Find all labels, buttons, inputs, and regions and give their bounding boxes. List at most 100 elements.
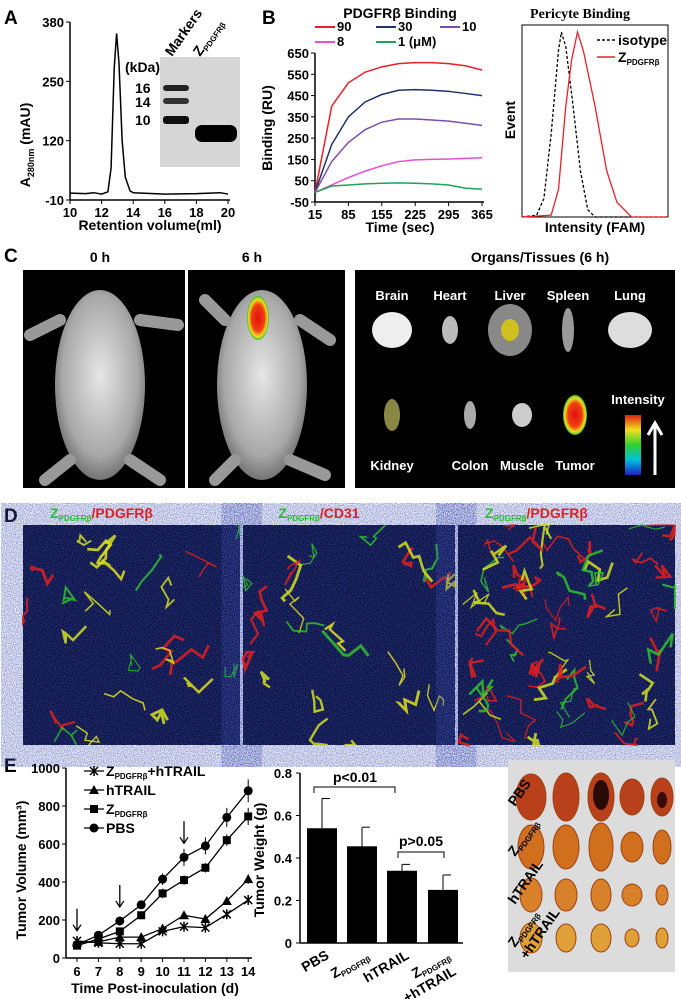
legend-label: 10 [462,19,476,34]
vessel-stain [308,717,329,747]
vessel-stain [127,652,141,672]
vessel-stain [324,621,347,652]
vessel-stain [499,618,538,635]
vessel-stain [631,552,659,565]
tumor-specimen [552,772,580,822]
mouse-limbs [24,314,184,486]
vessel-stain [53,726,78,746]
x-tick-label: 13 [220,964,234,979]
x-tick-label: 16 [158,205,172,220]
x-axis-label: Retention volume(ml) [78,217,221,233]
nuclei-texture [243,525,455,745]
tumor-specimen [620,831,644,863]
organ-label: Spleen [547,288,590,303]
vessel-stain [285,621,325,633]
legend-label-isotype: isotype [618,32,667,48]
gel-marker-10: 10 [135,112,151,128]
vessel-stain [661,583,677,610]
vessel-stain [49,710,76,732]
legend-label: hTRAIL [106,782,156,798]
x-tick-label: 8 [116,964,123,979]
y-tick-label: 380 [42,15,64,30]
mouse-body [55,290,145,480]
chromatogram-chart: Retention volume(ml) A280nm (mAU) 10 12 14… [17,15,235,233]
legend-marker [90,805,98,813]
organ-heart [442,316,458,344]
data-point-triangle [221,896,232,905]
vessel-stain [504,524,517,531]
x-axis-label: Time Post-inoculation (d) [71,980,239,996]
data-point-circle [93,930,103,940]
vessel-stain [475,686,490,713]
organ-colon [464,401,476,429]
y-tick-label: -10 [45,193,64,208]
vessel-stain [556,711,586,729]
vessel-stain [641,524,676,537]
legend-label-z: ZPDGFRβ [618,49,660,67]
x-tick-label: 295 [438,207,460,222]
data-point-triangle [157,923,168,933]
stain-title-1: ZPDGFRβ/CD31 [278,505,359,523]
tumor-volume-chart: Time Post-inoculation (d) Tumor Volume (… [13,761,256,996]
y-axis-label: Event [502,101,518,139]
vessel-stain [528,524,551,535]
x-tick-label: 18 [189,205,203,220]
gel-image [160,57,240,167]
sds-gel: Markers ZPDGFRβ (kDa) 16 14 10 [125,5,240,167]
vessel-stain [526,732,542,748]
vessel-stain [528,660,547,688]
data-point-square [222,836,231,845]
vessel-stain [61,625,88,644]
vessel-stain [321,629,370,657]
vessel-stain [475,616,525,657]
y-tick-label: 0 [285,936,292,951]
vessel-stain [87,538,113,564]
necrotic-area [657,792,667,808]
x-tick-label: 14 [241,964,256,979]
vessel-stain [506,695,537,740]
organ-lung [608,312,652,348]
chart-title: Pericyte Binding [530,7,630,22]
organ-tumor [563,395,587,435]
y-tick-label: 650 [287,46,309,61]
tumor-specimen [519,922,543,954]
organ-spleen [562,308,574,352]
organ-label: Tumor [555,458,594,473]
vessel-stain [89,534,117,569]
data-point-triangle [243,874,254,884]
data-point-square [201,863,210,872]
data-point-square [244,812,253,821]
x-tick-label: 20 [221,205,235,220]
series-line-4 [314,182,483,194]
vessel-stain [582,559,614,583]
tumor-specimen [652,829,672,865]
bar-2 [387,870,417,943]
data-point-triangle [179,910,189,920]
significance-bracket [397,851,445,858]
data-point-circle [115,916,125,926]
y-tick-label: 550 [287,67,309,82]
vessel-stain [295,543,318,566]
marker-band-14 [163,98,189,104]
data-point-star [179,921,189,932]
tumor-specimen [621,883,643,907]
pericyte-binding-chart: Pericyte Binding Intensity (FAM) Event i… [502,7,669,235]
vessel-stain [134,553,163,592]
vessel-stain [544,595,570,622]
tumor-weight-chart: Tumor Weight (g) 0.80.60.40.20PBSZPDGFRβ… [251,766,463,999]
panel-label-c: C [4,246,18,267]
tumor-specimen [552,824,580,870]
vessel-stain [242,575,253,592]
organ-kidney [384,399,400,431]
in-vivo-imaging: 0 h 6 h Organs/Tissues (6 h) Brain Heart L… [23,249,675,488]
legend-label: ZPDGFRβ [106,801,148,819]
protein-band [195,125,237,142]
vessel-stain [468,657,484,679]
vessel-stain [604,587,628,618]
series-line-2 [314,118,483,193]
y-tick-label: 250 [287,131,309,146]
vessel-stain [29,565,55,587]
vessel-stain [473,685,498,702]
organ-label: Muscle [500,458,544,473]
y-tick-label: 0.8 [274,766,292,781]
